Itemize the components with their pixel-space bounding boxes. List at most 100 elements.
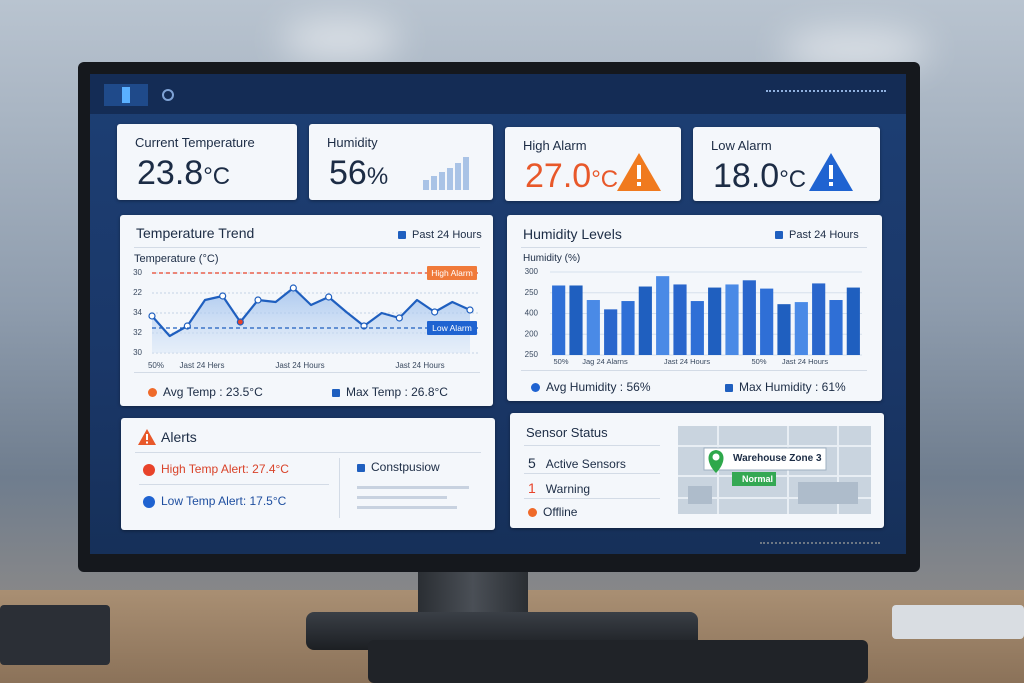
humidity-bar bbox=[604, 309, 618, 355]
divider bbox=[521, 247, 867, 248]
dot bbox=[143, 463, 155, 476]
x-tick-label: 50% bbox=[553, 357, 568, 366]
x-tick-label: 50% bbox=[751, 357, 766, 366]
divider bbox=[521, 370, 867, 371]
x-tick-label: Jast 24 Hours bbox=[782, 357, 829, 366]
temperature-point bbox=[254, 296, 262, 304]
side-item[interactable]: Constpusiow bbox=[357, 460, 440, 474]
kpi-value: 56% bbox=[329, 154, 388, 193]
max-stat: Max Humidity : 61% bbox=[725, 380, 846, 394]
filter[interactable]: Past 24 Hours bbox=[775, 229, 859, 241]
placeholder-line bbox=[357, 506, 457, 509]
kpi-value: 18.0°C bbox=[713, 157, 806, 196]
low-alarm-label: Low Alarm bbox=[432, 323, 472, 333]
y-tick-label: 22 bbox=[133, 288, 142, 297]
y-tick-label: 300 bbox=[525, 267, 539, 276]
x-tick-label: Jast 24 Hours bbox=[395, 361, 444, 370]
kpi-card: Humidity 56% bbox=[309, 124, 493, 200]
filter-label: Past 24 Hours bbox=[789, 229, 859, 241]
humidity-bar bbox=[725, 284, 739, 355]
kpi-card: Low Alarm 18.0°C bbox=[693, 127, 880, 201]
mini-bars-icon bbox=[423, 157, 469, 190]
status-label: Offline bbox=[543, 505, 578, 519]
monitor-buttons[interactable] bbox=[760, 542, 880, 548]
notebook bbox=[0, 605, 110, 665]
kpi-number: 56 bbox=[329, 154, 367, 192]
alert-icon bbox=[138, 429, 156, 445]
humidity-bar bbox=[569, 285, 583, 355]
kpi-unit: °C bbox=[203, 163, 231, 190]
kpi-number: 18.0 bbox=[713, 157, 780, 195]
logo bbox=[104, 84, 148, 106]
y-tick-label: 30 bbox=[133, 348, 142, 357]
humidity-bar bbox=[621, 301, 635, 355]
status-row: 1 Warning bbox=[528, 480, 590, 496]
max-text: Max Temp : 26.8°C bbox=[346, 385, 448, 399]
axis-label: Humidity (%) bbox=[523, 253, 581, 264]
y-tick-label: 250 bbox=[525, 350, 539, 359]
placeholder-line bbox=[357, 486, 469, 489]
humidity-bar bbox=[846, 287, 860, 355]
toolbar-icons[interactable] bbox=[766, 90, 886, 100]
alert-row[interactable]: Low Temp Alert: 17.5°C bbox=[143, 494, 286, 508]
humidity-bar bbox=[829, 300, 843, 355]
x-tick-label: Jag 24 Alarns bbox=[582, 357, 628, 366]
temperature-point bbox=[395, 314, 403, 322]
status-count: 1 bbox=[528, 480, 536, 496]
filter[interactable]: Past 24 Hours bbox=[398, 229, 482, 241]
panel-title: Alerts bbox=[161, 429, 197, 445]
axis-label: Temperature (°C) bbox=[134, 253, 219, 265]
kpi-card: Current Temperature 23.8°C bbox=[117, 124, 297, 200]
temperature-point bbox=[236, 318, 244, 326]
temperature-point bbox=[431, 308, 439, 316]
temperature-line bbox=[151, 286, 471, 338]
y-tick-label: 400 bbox=[525, 309, 539, 318]
y-tick-label: 30 bbox=[133, 268, 142, 277]
kpi-label: Current Temperature bbox=[135, 135, 255, 150]
map[interactable] bbox=[678, 426, 871, 514]
checkbox[interactable] bbox=[775, 231, 783, 240]
checkbox bbox=[332, 388, 340, 397]
avg-text: Avg Humidity : 56% bbox=[546, 380, 651, 394]
keyboard bbox=[368, 640, 868, 683]
alerts-panel: Alerts High Temp Alert: 27.4°C Low Temp … bbox=[121, 418, 495, 530]
max-text: Max Humidity : 61% bbox=[739, 380, 846, 394]
humidity-bar bbox=[742, 280, 756, 355]
humidity-bar bbox=[794, 302, 808, 355]
humidity-bar bbox=[586, 300, 600, 355]
panel-title: Temperature Trend bbox=[136, 225, 255, 241]
kpi-value: 27.0°C bbox=[525, 157, 618, 196]
dot bbox=[148, 388, 157, 398]
divider bbox=[139, 484, 329, 485]
high-alarm-label: High Alarm bbox=[431, 268, 473, 278]
checkbox[interactable] bbox=[357, 463, 365, 472]
humidity-bar bbox=[552, 285, 566, 355]
temperature-point bbox=[219, 292, 227, 300]
high-alarm-badge bbox=[427, 266, 477, 280]
humidity-bar bbox=[760, 288, 774, 355]
kpi-label: Low Alarm bbox=[711, 138, 772, 153]
kpi-unit: °C bbox=[779, 166, 807, 193]
alert-row[interactable]: High Temp Alert: 27.4°C bbox=[143, 462, 289, 476]
y-tick-label: 250 bbox=[525, 288, 539, 297]
kpi-number: 27.0 bbox=[525, 157, 592, 195]
max-stat: Max Temp : 26.8°C bbox=[332, 385, 448, 399]
menu-icon[interactable] bbox=[162, 89, 174, 101]
panel-title: Humidity Levels bbox=[523, 226, 622, 242]
dot bbox=[528, 508, 537, 518]
kpi-unit: % bbox=[366, 163, 389, 190]
kpi-label: High Alarm bbox=[523, 138, 587, 153]
filter-label: Past 24 Hours bbox=[412, 229, 482, 241]
checkbox[interactable] bbox=[398, 231, 406, 240]
ceiling-light bbox=[280, 20, 400, 60]
dot bbox=[143, 495, 155, 508]
alert-text: Low Temp Alert: 17.5°C bbox=[161, 494, 287, 508]
device bbox=[892, 605, 1024, 639]
humidity-bar bbox=[690, 301, 704, 355]
top-bar bbox=[90, 74, 906, 114]
alert-text: High Temp Alert: 27.4°C bbox=[161, 462, 289, 476]
status-count: 5 bbox=[528, 455, 536, 471]
map-location: Warehouse Zone 3 bbox=[733, 453, 822, 464]
temperature-point bbox=[148, 312, 156, 320]
